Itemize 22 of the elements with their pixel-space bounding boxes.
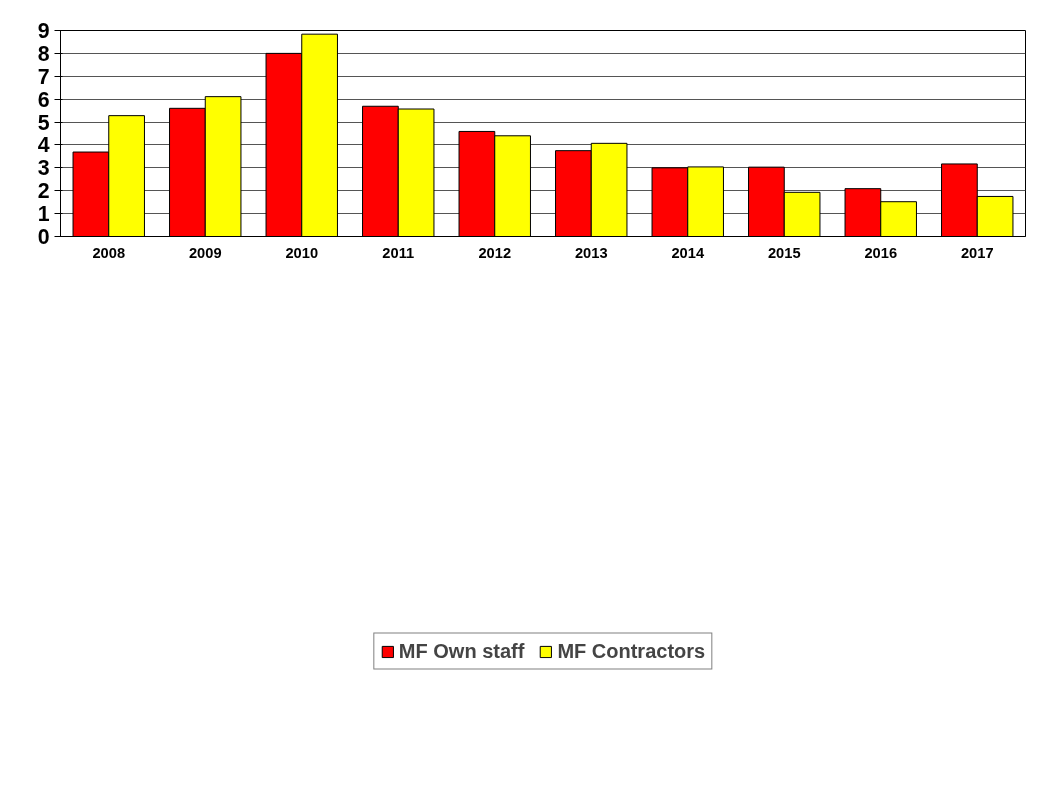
- y-tick-label: 9: [37, 19, 50, 43]
- x-tick-label: 2013: [574, 244, 608, 261]
- x-tick-label: 2010: [285, 244, 319, 261]
- legend-label: MF Contractors: [557, 639, 706, 663]
- x-tick-label: 2016: [864, 244, 898, 261]
- x-tick-label: 2014: [671, 244, 705, 261]
- y-tick-label: 0: [37, 225, 50, 249]
- y-tick-label: 4: [37, 133, 50, 158]
- y-tick-label: 1: [37, 202, 50, 227]
- x-tick-label: 2011: [382, 244, 415, 261]
- x-tick-label: 2017: [960, 244, 994, 261]
- x-tick-label: 2009: [188, 244, 222, 261]
- y-tick-label: 7: [37, 64, 50, 89]
- x-tick-label: 2012: [478, 244, 512, 261]
- y-tick-label: 6: [37, 87, 50, 112]
- y-tick-label: 8: [37, 41, 50, 66]
- y-tick-label: 5: [37, 110, 50, 135]
- y-tick-label: 2: [37, 179, 50, 204]
- x-tick-label: 2008: [92, 244, 126, 261]
- legend-label: MF Own staff: [398, 639, 525, 663]
- x-tick-label: 2015: [767, 244, 801, 261]
- y-tick-label: 3: [37, 156, 50, 181]
